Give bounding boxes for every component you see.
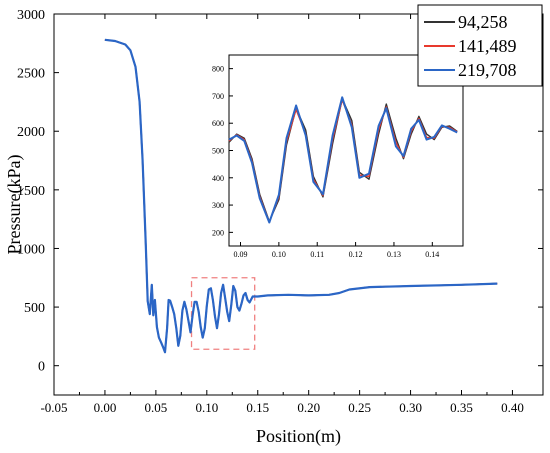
inset-x-tick-label: 0.10 (272, 250, 286, 259)
y-tick-label: 1000 (17, 242, 45, 257)
main-plot-frame (53, 13, 544, 396)
inset-y-tick-label: 600 (212, 119, 224, 128)
y-tick-label: 2000 (17, 125, 45, 140)
x-tick-label: 0.15 (246, 400, 269, 415)
main-plot: -0.05 0.00 0.05 0.10 0.15 0.20 0.25 0.30 0.35 0.4… (4, 8, 544, 447)
y-tick-label: 3000 (17, 8, 45, 23)
legend: 94,258 141,489 219,708 (417, 4, 543, 87)
inset-x-tick-label: 0.13 (387, 250, 401, 259)
x-tick-label: -0.05 (40, 400, 67, 415)
x-tick-label: 0.05 (145, 400, 168, 415)
x-tick-label: 0.40 (501, 400, 524, 415)
zoom-region-box (190, 277, 256, 350)
series-line-219708 (104, 38, 498, 354)
x-tick-label: 0.10 (195, 400, 218, 415)
inset-y-tick-label: 800 (212, 65, 224, 74)
x-axis-label: Position(m) (256, 426, 341, 447)
x-tick-label: 0.30 (399, 400, 422, 415)
inset-x-tick-label: 0.12 (349, 250, 363, 259)
inset-x-tick-label: 0.14 (425, 250, 439, 259)
inset-y-tick-label: 500 (212, 147, 224, 156)
y-tick-label: 2500 (17, 67, 45, 82)
y-tick-label: 0 (38, 360, 45, 375)
x-tick-label: 0.25 (348, 400, 371, 415)
x-tick-label: 0.00 (94, 400, 117, 415)
inset-plot: 0.09 0.10 0.11 0.12 0.13 0.14 200 300 400 500 600 7… (212, 54, 464, 259)
y-tick-label: 500 (24, 301, 45, 316)
inset-series-line-219708 (228, 96, 458, 224)
legend-entry-label: 94,258 (458, 12, 508, 32)
y-axis-label: Pressure(kPa) (4, 155, 25, 255)
x-tick-label: 0.20 (297, 400, 320, 415)
inset-x-tick-label: 0.11 (310, 250, 324, 259)
legend-entry-label: 141,489 (458, 36, 517, 56)
legend-entry-label: 219,708 (458, 60, 517, 80)
inset-y-tick-label: 200 (212, 228, 224, 237)
inset-y-tick-label: 300 (212, 201, 224, 210)
y-tick-label: 1500 (17, 184, 45, 199)
inset-y-tick-label: 700 (212, 92, 224, 101)
inset-x-tick-label: 0.09 (234, 250, 248, 259)
inset-y-tick-label: 400 (212, 174, 224, 183)
x-tick-label: 0.35 (450, 400, 473, 415)
inset-frame (228, 54, 464, 247)
